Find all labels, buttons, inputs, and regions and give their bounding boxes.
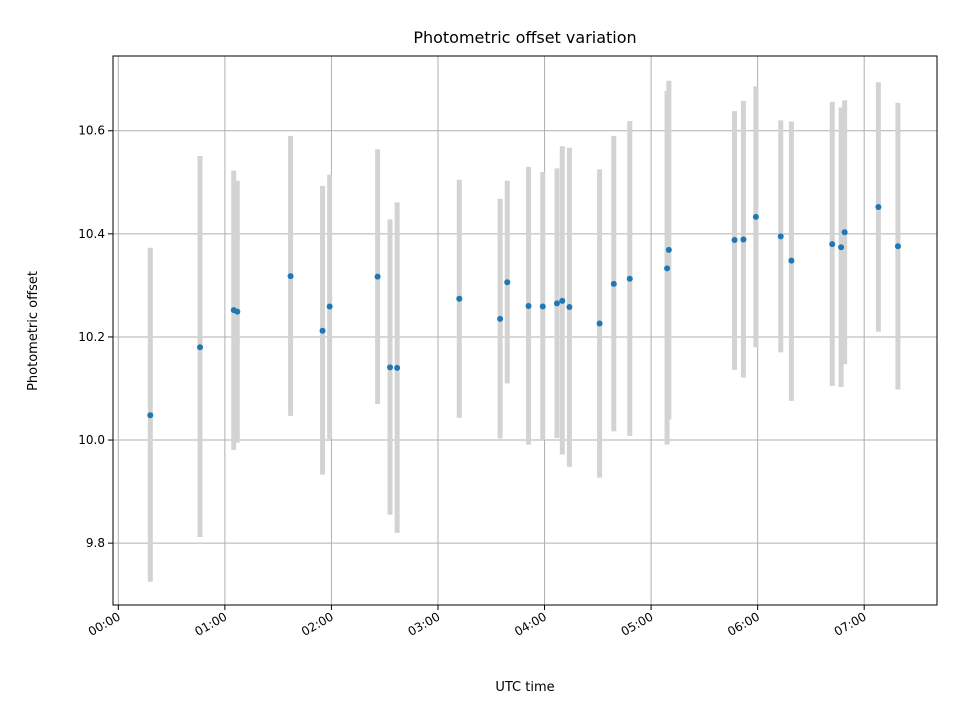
data-point — [829, 241, 836, 248]
data-point — [497, 315, 504, 322]
x-tick-label: 03:00 — [406, 609, 443, 638]
data-point — [387, 364, 394, 371]
data-point — [319, 327, 326, 334]
x-tick-label: 05:00 — [619, 609, 656, 638]
data-point — [626, 275, 633, 282]
x-tick-label: 01:00 — [192, 609, 229, 638]
data-point — [504, 279, 511, 286]
x-tick-label: 02:00 — [299, 609, 336, 638]
data-point — [374, 273, 381, 280]
y-tick-label: 10.6 — [78, 124, 105, 138]
x-tick-label: 00:00 — [86, 609, 123, 638]
x-tick-label: 04:00 — [512, 609, 549, 638]
data-point — [525, 303, 532, 310]
data-point — [752, 213, 759, 220]
data-point — [610, 280, 617, 287]
data-point — [559, 297, 566, 304]
data-point — [326, 303, 333, 310]
data-point — [665, 246, 672, 253]
data-point — [539, 303, 546, 310]
data-point — [838, 244, 845, 251]
x-tick-label: 07:00 — [832, 609, 869, 638]
y-tick-label: 9.8 — [86, 536, 105, 550]
data-point — [456, 295, 463, 302]
x-axis-label: UTC time — [495, 680, 554, 695]
y-tick-label: 10.4 — [78, 227, 105, 241]
data-point — [731, 237, 738, 244]
data-point — [788, 257, 795, 264]
data-point — [566, 304, 573, 311]
data-point — [664, 265, 671, 272]
plot-frame — [112, 55, 938, 606]
y-axis-label: Photometric offset — [26, 271, 41, 391]
data-point — [875, 204, 882, 211]
data-point — [394, 364, 401, 371]
y-tick-layer: 9.8 10.0 10.2 10.4 10.6 — [78, 124, 113, 550]
data-point — [147, 412, 154, 419]
data-point — [596, 320, 603, 327]
chart-title: Photometric offset variation — [413, 28, 636, 47]
x-tick-label: 06:00 — [725, 609, 762, 638]
y-tick-label: 10.0 — [78, 433, 105, 447]
errorbar-layer — [147, 80, 901, 582]
data-point — [287, 273, 294, 280]
point-layer — [147, 204, 901, 419]
data-point — [234, 308, 241, 315]
data-point — [777, 233, 784, 240]
data-point — [894, 243, 901, 250]
data-point — [197, 344, 204, 351]
y-tick-label: 10.2 — [78, 330, 105, 344]
data-point — [740, 236, 747, 243]
data-point — [841, 229, 848, 236]
x-tick-layer: 00:00 01:00 02:00 03:00 04:00 05:00 06:00 07:00 — [86, 605, 869, 639]
data-point — [553, 300, 560, 307]
